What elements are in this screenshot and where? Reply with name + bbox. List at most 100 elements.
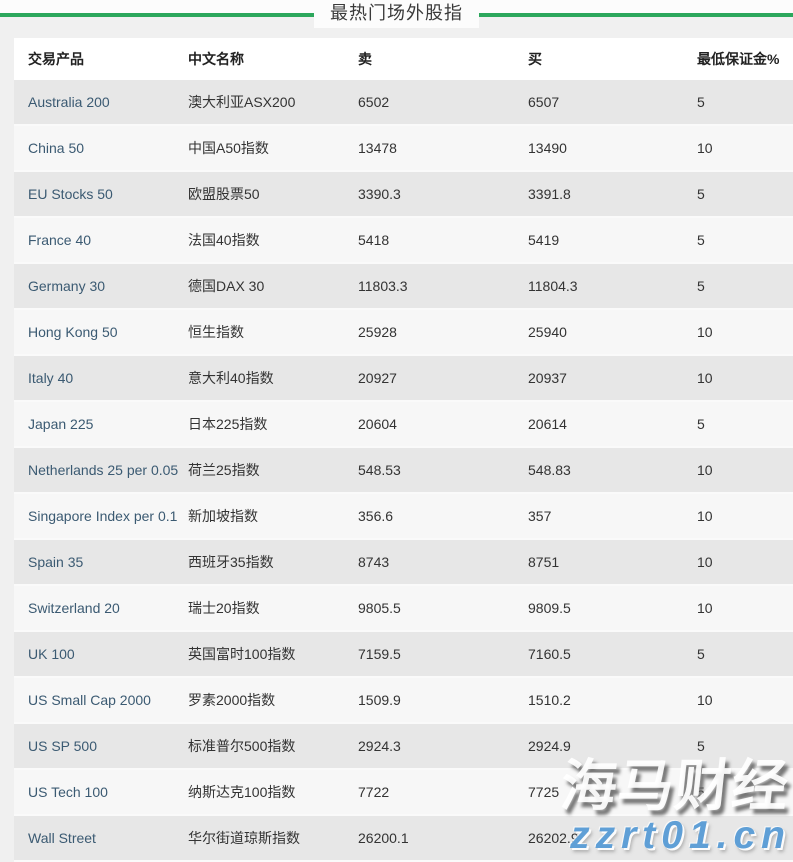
table-row: Italy 40 意大利40指数 20927 20937 10	[14, 356, 793, 402]
sell-price-cell: 25928	[358, 324, 397, 340]
green-divider-left	[0, 13, 314, 17]
margin-cell: 5	[697, 646, 705, 662]
table-row: Australia 200 澳大利亚ASX200 6502 6507 5	[14, 80, 793, 126]
buy-price-cell: 548.83	[528, 462, 571, 478]
sell-price-cell: 5418	[358, 232, 390, 248]
buy-price-cell: 26202.9	[528, 830, 579, 846]
column-header-sell: 卖	[358, 51, 372, 67]
product-link[interactable]: Hong Kong 50	[28, 324, 118, 340]
product-link[interactable]: Italy 40	[28, 370, 74, 386]
product-link[interactable]: France 40	[28, 232, 92, 248]
margin-cell: 10	[697, 692, 713, 708]
buy-price-cell: 8751	[528, 554, 560, 570]
table-row: Singapore Index per 0.1 新加坡指数 356.6 357 …	[14, 494, 793, 540]
sell-price-cell: 20604	[358, 416, 397, 432]
table-header-row: 交易产品 中文名称 卖 买 最低保证金%	[14, 38, 793, 80]
margin-cell: 10	[697, 600, 713, 616]
table-row: US Tech 100 纳斯达克100指数 7722 7725 5	[14, 770, 793, 816]
table-row: Germany 30 德国DAX 30 11803.3 11804.3 5	[14, 264, 793, 310]
margin-cell: 10	[697, 462, 713, 478]
sell-price-cell: 356.6	[358, 508, 394, 524]
product-link[interactable]: Singapore Index per 0.1	[28, 508, 178, 524]
buy-price-cell: 7725	[528, 784, 560, 800]
table-row: China 50 中国A50指数 13478 13490 10	[14, 126, 793, 172]
buy-price-cell: 25940	[528, 324, 567, 340]
table-row: Spain 35 西班牙35指数 8743 8751 10	[14, 540, 793, 586]
buy-price-cell: 6507	[528, 94, 560, 110]
product-link[interactable]: Wall Street	[28, 830, 96, 846]
product-link[interactable]: US SP 500	[28, 738, 98, 754]
table-row: Wall Street 华尔街道琼斯指数 26200.1 26202.9 5	[14, 816, 793, 862]
sell-price-cell: 2924.3	[358, 738, 401, 754]
buy-price-cell: 11804.3	[528, 278, 578, 294]
chinese-name-cell: 澳大利亚ASX200	[188, 94, 296, 110]
chinese-name-cell: 恒生指数	[188, 324, 244, 340]
green-divider-right	[479, 13, 793, 17]
product-link[interactable]: Switzerland 20	[28, 600, 120, 616]
margin-cell: 5	[697, 416, 705, 432]
product-link[interactable]: US Tech 100	[28, 784, 108, 800]
margin-cell: 5	[697, 278, 705, 294]
chinese-name-cell: 法国40指数	[188, 232, 260, 248]
sell-price-cell: 8743	[358, 554, 390, 570]
margin-cell: 5	[697, 94, 705, 110]
sell-price-cell: 7159.5	[358, 646, 401, 662]
chinese-name-cell: 瑞士20指数	[188, 600, 260, 616]
buy-price-cell: 3391.8	[528, 186, 571, 202]
margin-cell: 10	[697, 554, 713, 570]
product-link[interactable]: Germany 30	[28, 278, 106, 294]
sell-price-cell: 1509.9	[358, 692, 401, 708]
page-header: 最热门场外股指	[0, 0, 793, 30]
product-link[interactable]: Japan 225	[28, 416, 94, 432]
product-link[interactable]: China 50	[28, 140, 85, 156]
chinese-name-cell: 纳斯达克100指数	[188, 784, 296, 800]
buy-price-cell: 2924.9	[528, 738, 571, 754]
sell-price-cell: 3390.3	[358, 186, 401, 202]
table-row: US SP 500 标准普尔500指数 2924.3 2924.9 5	[14, 724, 793, 770]
margin-cell: 5	[697, 186, 705, 202]
chinese-name-cell: 日本225指数	[188, 416, 268, 432]
buy-price-cell: 20937	[528, 370, 567, 386]
table-row: Switzerland 20 瑞士20指数 9805.5 9809.5 10	[14, 586, 793, 632]
sell-price-cell: 9805.5	[358, 600, 401, 616]
column-header-chinese-name: 中文名称	[188, 51, 244, 67]
chinese-name-cell: 罗素2000指数	[188, 692, 276, 708]
sell-price-cell: 20927	[358, 370, 397, 386]
chinese-name-cell: 意大利40指数	[188, 370, 274, 386]
sell-price-cell: 13478	[358, 140, 397, 156]
chinese-name-cell: 德国DAX 30	[188, 278, 265, 294]
chinese-name-cell: 欧盟股票50	[188, 186, 260, 202]
buy-price-cell: 9809.5	[528, 600, 571, 616]
product-link[interactable]: Australia 200	[28, 94, 110, 110]
table-row: US Small Cap 2000 罗素2000指数 1509.9 1510.2…	[14, 678, 793, 724]
margin-cell: 5	[697, 830, 705, 846]
sell-price-cell: 7722	[358, 784, 390, 800]
buy-price-cell: 5419	[528, 232, 560, 248]
buy-price-cell: 7160.5	[528, 646, 571, 662]
sell-price-cell: 11803.3	[358, 278, 408, 294]
sell-price-cell: 548.53	[358, 462, 401, 478]
product-link[interactable]: US Small Cap 2000	[28, 692, 151, 708]
product-link[interactable]: Spain 35	[28, 554, 84, 570]
margin-cell: 10	[697, 140, 713, 156]
table-body: Australia 200 澳大利亚ASX200 6502 6507 5 Chi…	[14, 80, 793, 862]
buy-price-cell: 357	[528, 508, 552, 524]
table-row: UK 100 英国富时100指数 7159.5 7160.5 5	[14, 632, 793, 678]
table-row: Japan 225 日本225指数 20604 20614 5	[14, 402, 793, 448]
chinese-name-cell: 英国富时100指数	[188, 646, 296, 662]
margin-cell: 10	[697, 324, 713, 340]
product-link[interactable]: EU Stocks 50	[28, 186, 113, 202]
column-header-product: 交易产品	[28, 51, 84, 67]
margin-cell: 10	[697, 370, 713, 386]
buy-price-cell: 13490	[528, 140, 567, 156]
chinese-name-cell: 中国A50指数	[188, 140, 269, 156]
sell-price-cell: 26200.1	[358, 830, 409, 846]
chinese-name-cell: 标准普尔500指数	[188, 738, 296, 754]
table-row: Hong Kong 50 恒生指数 25928 25940 10	[14, 310, 793, 356]
table-row: EU Stocks 50 欧盟股票50 3390.3 3391.8 5	[14, 172, 793, 218]
product-link[interactable]: UK 100	[28, 646, 75, 662]
product-link[interactable]: Netherlands 25 per 0.05	[28, 462, 179, 478]
table-row: France 40 法国40指数 5418 5419 5	[14, 218, 793, 264]
buy-price-cell: 20614	[528, 416, 567, 432]
column-header-buy: 买	[528, 51, 542, 67]
